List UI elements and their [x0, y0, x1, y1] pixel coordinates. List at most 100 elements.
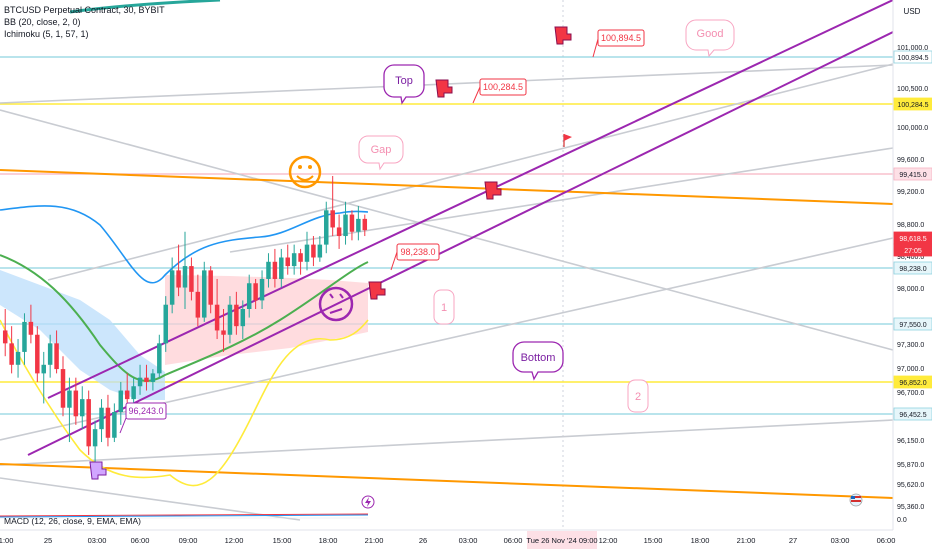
- time-tick-label: 21:00: [737, 536, 756, 545]
- price-badge: [893, 50, 932, 64]
- candle-body: [67, 390, 72, 408]
- candle-body: [336, 227, 342, 237]
- annotation-good: Good: [685, 19, 735, 58]
- macd-label[interactable]: MACD (12, 26, close, 9, EMA, EMA): [4, 516, 141, 526]
- candle-body: [118, 390, 124, 412]
- candle-body: [9, 343, 14, 365]
- price-badge-label: 98,618.5: [899, 236, 926, 243]
- candle-body: [86, 399, 91, 447]
- time-tick-label: 15:00: [644, 536, 663, 545]
- ichimoku-lagging-line: [0, 319, 369, 487]
- price-badge: [893, 375, 932, 389]
- ichimoku-cloud-red: [165, 275, 368, 365]
- candle-body: [298, 253, 303, 262]
- candle-body: [291, 253, 297, 267]
- callout-96243-label: 96,243.0: [128, 406, 163, 416]
- price-tick-label: 98,400.0: [897, 254, 924, 261]
- time-tick-label: 12:00: [225, 536, 244, 545]
- candle-body: [124, 390, 130, 400]
- time-tick-label: 09:00: [179, 536, 198, 545]
- time-tick-label: 03:00: [831, 536, 850, 545]
- price-tick-label: 98,000.0: [897, 286, 924, 293]
- candle-body: [157, 343, 162, 374]
- time-tick-label: 18:00: [319, 536, 338, 545]
- svg-text:Bottom: Bottom: [521, 352, 556, 364]
- candle-body: [253, 283, 258, 301]
- price-badge: [893, 167, 932, 181]
- flag-icon: [563, 134, 572, 147]
- pointing-hand-icon: [435, 79, 453, 98]
- currency-label[interactable]: USD: [904, 7, 921, 16]
- time-axis[interactable]: [0, 530, 932, 550]
- time-tick-labels: 21:00 25 03:00 06:00 09:00 12:00 15:00 18:00 21:…: [0, 536, 895, 545]
- macd-pane: [0, 513, 369, 519]
- candle-body: [240, 309, 246, 327]
- annotation-top: Top: [383, 64, 425, 105]
- indicator-ichimoku-label[interactable]: Ichimoku (5, 1, 57, 1): [4, 29, 89, 39]
- price-badge-label: 96,452.5: [899, 412, 926, 419]
- lightning-icon[interactable]: [361, 495, 375, 509]
- bb-basis-line: [0, 254, 369, 382]
- candle-body: [279, 257, 284, 279]
- us-flag-icon[interactable]: [849, 493, 863, 507]
- candle-body: [234, 304, 239, 327]
- time-tick-label: 15:00: [273, 536, 292, 545]
- svg-text:2: 2: [635, 391, 641, 403]
- price-tick-label: 100,000.0: [897, 125, 928, 132]
- candle-body: [131, 386, 136, 400]
- svg-text:Gap: Gap: [371, 144, 392, 156]
- callout-96243: [125, 402, 167, 420]
- candle-body: [28, 321, 34, 335]
- candle-body: [105, 407, 111, 438]
- purple-channel-top: [47, 0, 894, 399]
- price-tick-label: 95,360.0: [897, 504, 924, 511]
- teal-arc: [69, 0, 221, 14]
- candles-group: [2, 175, 368, 468]
- candle-body: [15, 351, 21, 365]
- price-tick-label: 96,150.0: [897, 438, 924, 445]
- time-highlight-badge: [527, 531, 597, 549]
- candle-body: [99, 407, 104, 430]
- price-badge: [893, 317, 932, 331]
- price-badge: [893, 97, 932, 111]
- svg-text:Top: Top: [395, 75, 413, 87]
- candle-body: [22, 321, 27, 352]
- candle-body: [189, 266, 194, 292]
- price-badge-label: 97,550.0: [899, 322, 926, 329]
- price-badge: [893, 243, 932, 257]
- candle-body: [182, 266, 188, 288]
- price-tick-label: 96,700.0: [897, 390, 924, 397]
- price-tick-label: 95,870.0: [897, 462, 924, 469]
- callout-100894: [597, 29, 645, 47]
- price-badge-label: 99,415.0: [899, 172, 926, 179]
- time-tick-label: 03:00: [459, 536, 478, 545]
- candle-body: [80, 399, 85, 417]
- candle-body: [221, 330, 226, 335]
- price-tick-labels: 101,000.0 100,500.0 100,000.0 99,600.0 99,20…: [897, 45, 928, 524]
- symbol-title: BTCUSD Perpetual Contract, 30, BYBIT: [4, 5, 165, 15]
- price-badge-label: 96,852.0: [899, 380, 926, 387]
- candle-body: [227, 304, 233, 335]
- svg-text:1: 1: [441, 302, 447, 314]
- candle-body: [266, 261, 271, 279]
- time-tick-label: 21:00: [365, 536, 384, 545]
- candle-body: [169, 270, 175, 305]
- pointing-hand-icon: [368, 281, 386, 300]
- price-tick-label: 98,800.0: [897, 222, 924, 229]
- price-tick-label: 95,620.0: [897, 482, 924, 489]
- time-tick-label: 18:00: [691, 536, 710, 545]
- purple-channel-bottom: [27, 31, 894, 456]
- indicator-bb-label[interactable]: BB (20, close, 2, 0): [4, 17, 81, 27]
- price-tick-label: 97,000.0: [897, 366, 924, 373]
- candle-body: [41, 364, 46, 374]
- price-badges: 100,894.5100,284.599,415.098,618.527:059…: [893, 50, 932, 421]
- orange-trendline-bottom: [0, 463, 894, 499]
- candle-body: [150, 373, 156, 382]
- candle-body: [259, 278, 265, 301]
- candle-body: [324, 210, 329, 245]
- confused-face-icon: [318, 286, 354, 322]
- candle-body: [317, 244, 323, 258]
- annotation-two: 2: [627, 379, 649, 413]
